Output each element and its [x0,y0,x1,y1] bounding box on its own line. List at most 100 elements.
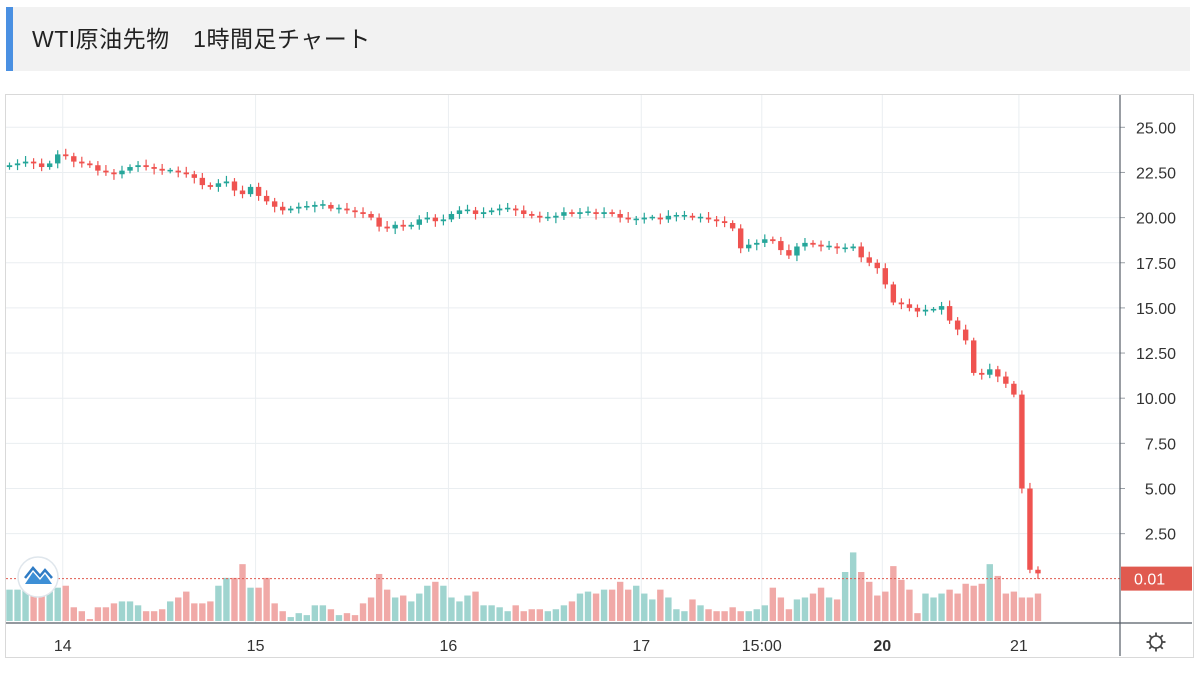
candle-body [553,215,559,218]
candle-body [762,239,768,243]
candle-body [641,217,647,220]
logo-mark [25,572,52,584]
volume-bar [616,581,624,621]
volume-bars [6,552,1042,621]
candle-body [866,257,872,263]
candle-body [754,242,760,245]
candle-body [440,219,447,222]
candle-body [376,217,382,227]
candle-body [987,369,993,375]
header-accent-bar [6,7,13,71]
candle-body [167,169,173,172]
volume-bar [424,585,431,621]
volume-bar [231,577,238,621]
candle-body [882,268,889,285]
candle-body [496,208,503,211]
volume-bar [745,611,752,621]
volume-bar [327,609,335,621]
candle-body [569,212,575,214]
volume-bar [416,593,423,621]
volume-bar [14,589,21,621]
volume-bar [568,601,576,621]
candle-body [416,219,422,225]
volume-bar [367,597,375,621]
gear-icon[interactable] [1146,632,1166,652]
volume-bar [906,589,913,621]
volume-bar [994,575,1002,621]
volume-bar [62,585,69,621]
candle-body [304,205,310,208]
volume-bar [448,597,455,621]
volume-bar [922,593,929,621]
candle-body [30,161,37,164]
candle-body [946,306,953,321]
candle-body [874,262,880,269]
x-tick-label: 17 [632,638,650,655]
volume-bar [753,609,760,621]
candle-body [962,329,969,341]
volume-bar [890,566,897,621]
volume-bar [86,619,94,621]
volume-bar [38,581,45,621]
candlesticks [6,148,1041,579]
candle-body [778,241,784,251]
candle-body [537,215,543,218]
volume-bar [110,603,118,621]
volume-bar [649,599,656,621]
volume-bar [705,609,712,621]
x-tick-label: 16 [440,638,458,655]
candle-body [215,183,222,187]
candle-body [625,217,631,220]
candle-body [834,246,840,249]
page-title: WTI原油先物 1時間足チャート [32,26,371,52]
candle-body [271,201,278,207]
candle-body [38,163,45,168]
grid-lines [6,95,1120,623]
x-tick-label: 15:00 [742,638,782,655]
candle-body [247,186,254,195]
volume-bar [777,597,785,621]
candle-body [1019,394,1025,489]
candle-body [488,210,495,213]
volume-bar [488,605,495,621]
logo-line [24,566,53,579]
volume-bar [102,607,110,621]
volume-bar [624,589,632,621]
candle-body [239,190,246,195]
volume-bar [158,609,166,621]
volume-bar [801,597,809,621]
y-tick-label: 17.50 [1136,256,1176,273]
volume-bar [930,597,937,621]
gear-tooth [1148,645,1153,650]
candle-body [729,223,736,229]
candle-body [14,163,21,166]
gear-tooth [1159,634,1164,639]
candle-body [408,224,414,227]
volume-bar [681,611,688,621]
candle-body [1035,569,1041,574]
volume-bar [697,605,704,621]
candle-body [633,218,639,221]
candle-body [55,154,61,164]
candle-body [480,212,487,214]
volume-bar [343,613,351,621]
x-tick-label: 20 [873,638,891,655]
volume-bar [1034,593,1042,621]
volume-bar [946,589,953,621]
volume-bar [78,611,86,621]
candle-body [810,242,816,245]
candle-body [593,212,599,214]
volume-bar [375,573,383,621]
volume-bar [391,597,399,621]
volume-bar [825,597,833,621]
volume-bar [247,587,254,621]
last-price-tag: 0.01 [1121,566,1192,591]
volume-bar [295,613,302,621]
candle-body [890,284,897,303]
candle-body [191,174,198,178]
volume-bar [914,613,921,621]
y-tick-label: 7.50 [1145,436,1176,453]
candle-body [199,177,206,186]
volume-bar [351,615,359,621]
